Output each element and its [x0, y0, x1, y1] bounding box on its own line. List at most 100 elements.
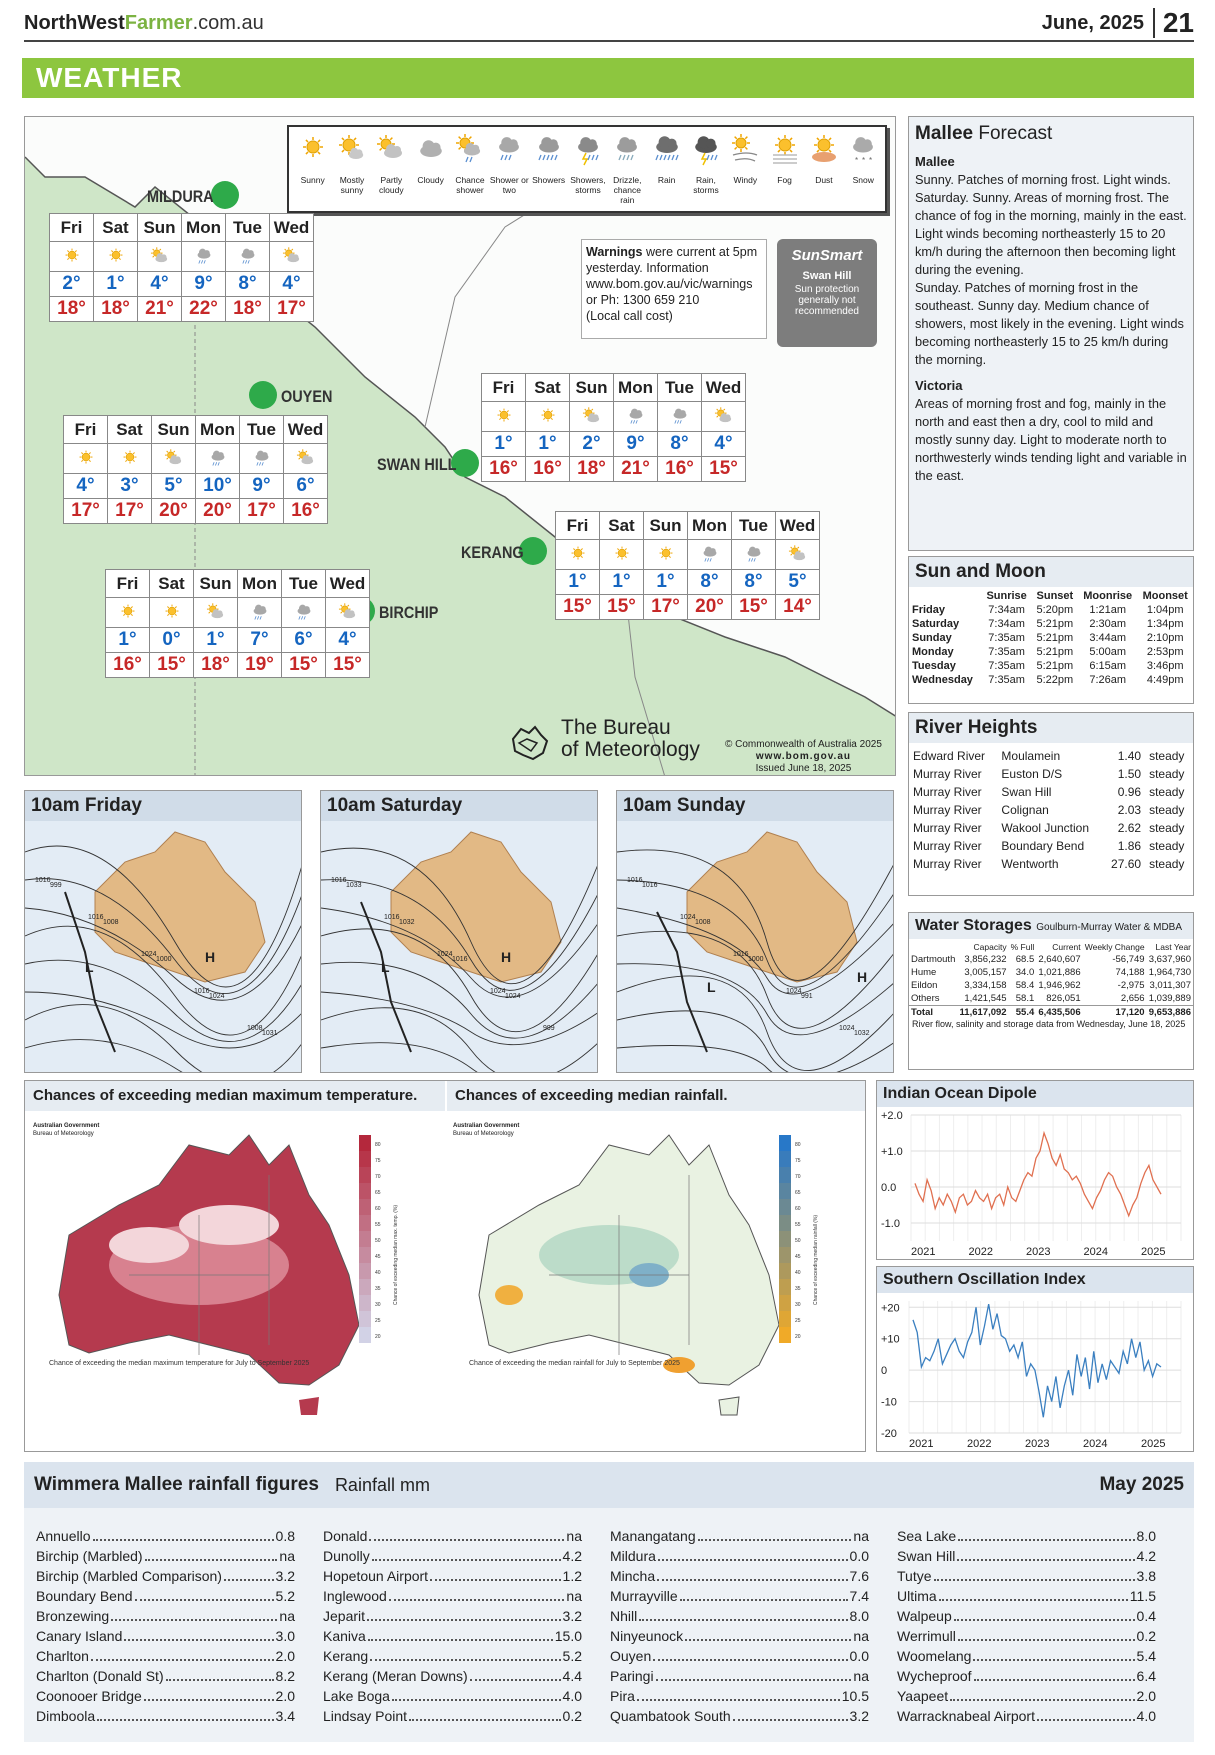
column-header: Moonset [1142, 590, 1188, 602]
sun-icon [79, 450, 92, 464]
scale-axis-label: Chance of exceeding median max. temp. (%… [393, 1205, 399, 1305]
max-temp: 17° [269, 296, 314, 322]
legend-item: Fog [765, 133, 804, 211]
rainfall-columns: Annuello 0.8 Birchip (Marbled) na Birchip (M… [24, 1508, 1194, 1726]
station-name: Lindsay Point [323, 1708, 408, 1724]
table-row: Tuesday 7:35am 5:21pm 6:15am 3:46pm [912, 660, 1184, 672]
station-name: Coonooer Bridge [36, 1688, 142, 1704]
snow-icon: * * * [853, 137, 874, 165]
leader-dots [409, 1706, 561, 1721]
legend-label: Drizzle, chance rain [613, 175, 642, 205]
list-item: Werrimull 0.2 [897, 1626, 1156, 1646]
rainfall-value: 15.0 [554, 1628, 582, 1644]
water-note: River flow, salinity and storage data fr… [912, 1019, 1186, 1029]
day-label: Tue [657, 373, 702, 402]
sun-icon [109, 248, 122, 262]
rainfall-value: 11.5 [1129, 1588, 1156, 1604]
list-item: Dimboola 3.4 [36, 1706, 295, 1726]
scale-label: 30 [795, 1302, 801, 1308]
town-dot-kerang[interactable] [519, 537, 547, 565]
page-number: 21 [1152, 8, 1194, 38]
scale-swatch [359, 1151, 371, 1167]
rainfall-value: 0.2 [562, 1708, 582, 1724]
scale-swatch [359, 1199, 371, 1215]
partly-cloudy-icon [206, 602, 223, 618]
legend-item: Rain [647, 133, 686, 211]
day-label: Tue [281, 569, 326, 598]
synoptic-sunday: 10am Sunday 1016 1024 1016 1024 1024 1016 1008 1… [616, 790, 894, 1073]
day-label: Sun [193, 569, 238, 598]
leader-dots [732, 1706, 848, 1721]
column-header: % Full [1010, 942, 1035, 952]
legend-label: Cloudy [417, 175, 444, 185]
isobar-label: 1024 [141, 951, 157, 958]
rainfall-value: 3.4 [275, 1708, 295, 1724]
isobar-label: 1016 [384, 914, 400, 921]
rainfall-value: 0.0 [849, 1648, 869, 1664]
site-name[interactable]: NorthWestFarmer.com.au [24, 12, 264, 34]
x-tick-label: 2022 [967, 1438, 991, 1450]
iod-chart-panel: Indian Ocean Dipole +2.0 +1.0 0.0 -1.0 2021 2… [876, 1080, 1194, 1260]
forecast-table-birchip: Fri Sat Sun Mon Tue Wed 1° 0° 1° 7° 6° 4° 16° 15° 18° 1… [105, 569, 370, 678]
outlook-caption: Chance of exceeding the median rainfall … [469, 1360, 680, 1367]
rainfall-column: Sea Lake 8.0 Swan Hill 4.2 Tutye 3.8 Ultima 11.… [897, 1526, 1184, 1726]
day-label: Wed [325, 569, 370, 598]
y-tick-label: +10 [881, 1334, 900, 1346]
max-temp: 17° [239, 498, 284, 524]
list-item: Boundary Bend 5.2 [36, 1586, 295, 1606]
max-temp: 15° [325, 652, 370, 678]
partly-cloudy-icon [282, 246, 299, 262]
x-tick-label: 2023 [1026, 1246, 1050, 1258]
rainfall-value: 10.5 [841, 1688, 869, 1704]
y-tick-label: -1.0 [881, 1218, 900, 1230]
scale-swatch [359, 1263, 371, 1279]
y-tick-label: +2.0 [881, 1110, 903, 1122]
shower-icon [499, 137, 520, 161]
x-tick-label: 2022 [969, 1246, 993, 1258]
mallee-forecast-panel: Mallee Forecast Mallee Sunny. Patches of … [908, 116, 1194, 551]
day-label: Mon [181, 213, 226, 242]
table-row: Murray River Boundary Bend 1.86 steady [913, 839, 1185, 853]
isobar-label: 1031 [262, 1030, 278, 1037]
table-row: Others 1,421,545 58.1 826,051 2,656 1,039,889 [911, 993, 1191, 1004]
legend-item: Drizzle, chance rain [608, 133, 647, 211]
leader-dots [933, 1566, 1135, 1581]
table-row: Murray River Euston D/S 1.50 steady [913, 767, 1185, 781]
leader-dots [973, 1646, 1135, 1661]
scale-label: 45 [795, 1254, 801, 1260]
town-dot-ouyen[interactable] [249, 381, 277, 409]
min-temp: 7° [237, 627, 282, 653]
synoptic-chart: 1016 1024 1016 1024 1024 1016 1008 1000 991 1032 H… [617, 831, 893, 1072]
max-temp: 17° [63, 498, 108, 524]
leader-dots [953, 1606, 1135, 1621]
leader-dots [697, 1526, 852, 1541]
day-label: Tue [225, 213, 270, 242]
table-row: Hume 3,005,157 34.0 1,021,886 74,188 1,964,73… [911, 967, 1191, 978]
scale-label: 80 [375, 1142, 381, 1148]
sun-icon [65, 248, 78, 262]
rainfall-value: 7.6 [849, 1568, 869, 1584]
legend-label: Dust [815, 175, 833, 185]
station-name: Ninyeunock [610, 1628, 684, 1644]
day-label: Sat [599, 511, 644, 540]
list-item: Pira 10.5 [610, 1686, 869, 1706]
scale-label: 20 [375, 1334, 381, 1340]
gov-label: Australian Government [453, 1123, 519, 1129]
isobar-label: 1024 [505, 993, 521, 1000]
station-name: Murrayville [610, 1588, 678, 1604]
station-name: Hopetoun Airport [323, 1568, 429, 1584]
sun-icon [165, 604, 178, 618]
rainfall-value: 5.2 [275, 1588, 295, 1604]
legend-item: Chance shower [450, 133, 489, 211]
scale-label: 25 [375, 1318, 381, 1324]
list-item: Bronzewing na [36, 1606, 295, 1626]
rainfall-value: 8.0 [1136, 1528, 1156, 1544]
rainfall-value: 5.4 [1136, 1648, 1156, 1664]
station-name: Mincha [610, 1568, 656, 1584]
y-tick-label: 0.0 [881, 1182, 896, 1194]
town-dot-mildura[interactable] [211, 181, 239, 209]
rainfall-value: 6.4 [1136, 1668, 1156, 1684]
leader-dots [111, 1606, 278, 1621]
town-dot-swan-hill[interactable] [451, 449, 479, 477]
